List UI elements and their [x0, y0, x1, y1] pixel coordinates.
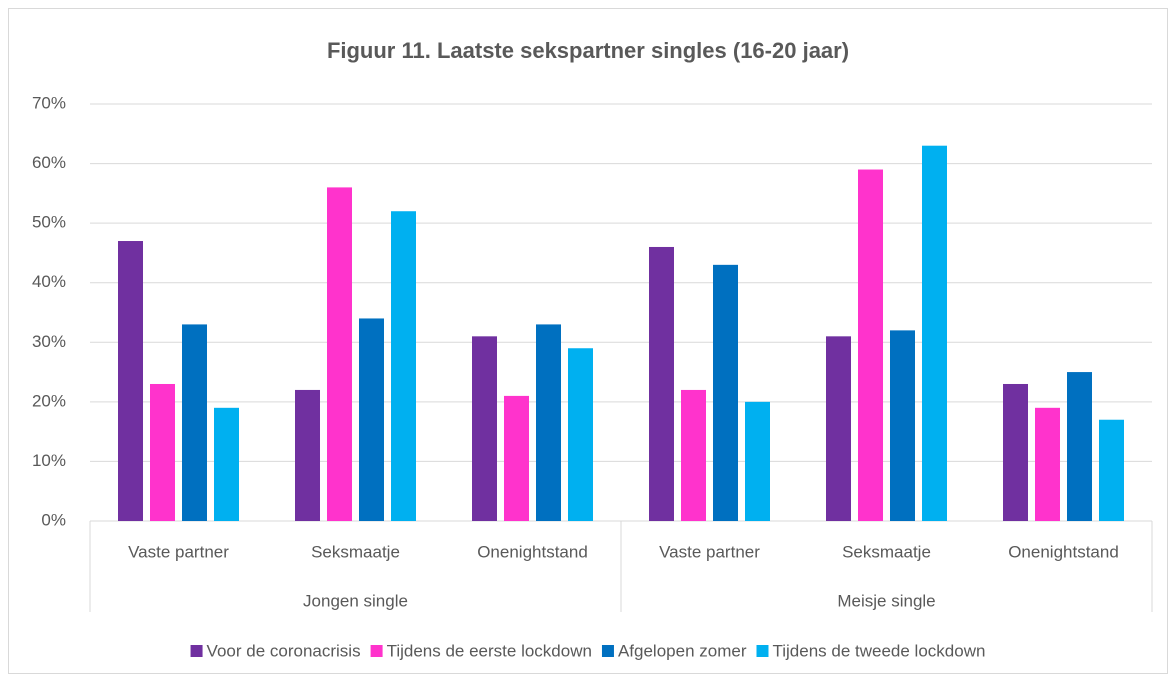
bar: [1067, 372, 1092, 521]
legend-label: Afgelopen zomer: [618, 641, 747, 660]
bar: [713, 264, 738, 521]
legend-label: Tijdens de eerste lockdown: [387, 641, 592, 660]
group-label: Jongen single: [303, 591, 408, 610]
group-label: Meisje single: [837, 591, 935, 610]
bar: [745, 401, 770, 521]
bar: [504, 395, 529, 521]
legend-swatch: [601, 645, 614, 657]
legend-swatch: [190, 645, 203, 657]
bar: [182, 324, 207, 521]
y-tick-label: 0%: [41, 510, 66, 529]
y-tick-label: 50%: [32, 213, 66, 232]
bar: [890, 330, 915, 521]
bar: [214, 407, 239, 521]
bar: [150, 383, 175, 521]
x-tick-label: Vaste partner: [128, 542, 229, 561]
y-tick-label: 40%: [32, 272, 66, 291]
x-tick-label: Seksmaatje: [842, 542, 931, 561]
bar: [359, 318, 384, 521]
bar: [118, 241, 143, 521]
bar: [536, 324, 561, 521]
bar: [1035, 407, 1060, 521]
y-tick-label: 30%: [32, 332, 66, 351]
bar: [295, 389, 320, 521]
legend-swatch: [370, 645, 383, 657]
y-tick-label: 10%: [32, 451, 66, 470]
x-tick-label: Seksmaatje: [311, 542, 400, 561]
x-tick-label: Onenightstand: [1008, 542, 1119, 561]
bar: [1099, 419, 1124, 521]
x-tick-label: Vaste partner: [659, 542, 760, 561]
y-tick-label: 70%: [32, 93, 66, 112]
bar: [391, 211, 416, 521]
bar: [327, 187, 352, 521]
bar: [472, 336, 497, 521]
legend-label: Tijdens de tweede lockdown: [772, 641, 985, 660]
bar: [858, 169, 883, 521]
y-tick-label: 60%: [32, 153, 66, 172]
chart-title: Figuur 11. Laatste sekspartner singles (…: [327, 38, 849, 63]
legend-label: Voor de coronacrisis: [207, 641, 361, 660]
y-tick-label: 20%: [32, 391, 66, 410]
x-tick-label: Onenightstand: [477, 542, 588, 561]
bar: [568, 348, 593, 521]
bar: [681, 389, 706, 521]
legend-swatch: [756, 645, 769, 657]
bar: [826, 336, 851, 521]
bar: [1003, 383, 1028, 521]
bar: [649, 246, 674, 521]
bar: [922, 145, 947, 521]
